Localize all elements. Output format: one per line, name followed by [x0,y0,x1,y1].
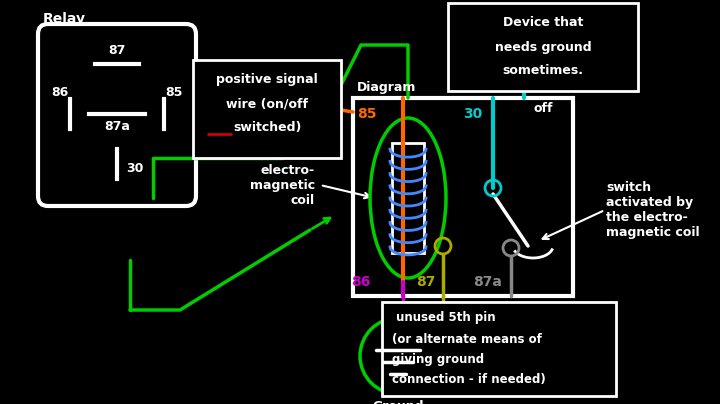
Text: connection - if needed): connection - if needed) [392,372,546,385]
Text: needs ground: needs ground [495,40,591,53]
Text: positive signal: positive signal [216,74,318,86]
Text: 87a: 87a [474,275,503,289]
Text: 30: 30 [126,162,144,175]
Bar [353,98,573,296]
Text: Ground: Ground [372,400,424,404]
Text: 30: 30 [464,107,482,121]
FancyBboxPatch shape [38,24,196,206]
Text: 85: 85 [166,86,183,99]
Text: unused 5th pin: unused 5th pin [392,311,495,324]
Text: sometimes.: sometimes. [503,65,583,78]
Text: 87: 87 [416,275,436,289]
Text: 87a: 87a [104,120,130,133]
Text: 85: 85 [357,107,377,121]
Text: wire (on/off: wire (on/off [226,97,308,111]
Text: 86: 86 [351,275,371,289]
Text: 86: 86 [51,86,68,99]
Bar [392,143,424,253]
Text: switch
activated by
the electro-
magnetic coil: switch activated by the electro- magneti… [606,181,700,239]
Bar [382,302,616,396]
Text: switched): switched) [233,122,302,135]
Text: Device that: Device that [503,17,583,29]
Bar [193,60,341,158]
Text: Relay: Relay [43,12,86,26]
Text: electro-
magnetic
coil: electro- magnetic coil [250,164,315,206]
Text: Diagram: Diagram [357,82,416,95]
Text: giving ground: giving ground [392,353,484,366]
Text: 87: 87 [108,44,126,57]
Text: off: off [534,103,553,116]
Bar [448,3,638,91]
Text: (or alternate means of: (or alternate means of [392,332,542,345]
